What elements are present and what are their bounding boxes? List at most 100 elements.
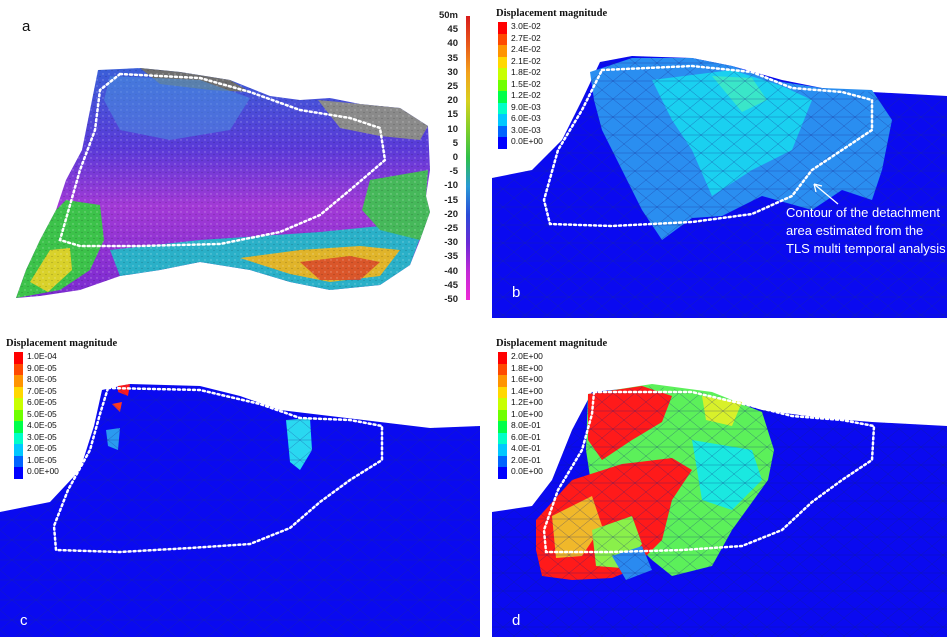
legend-swatch xyxy=(498,56,507,68)
legend-swatch xyxy=(498,45,507,57)
legend-swatch xyxy=(498,398,507,410)
legend-swatch xyxy=(14,352,23,364)
scale-tick-label: -25 xyxy=(444,223,458,234)
legend-swatch xyxy=(498,137,507,149)
panel-letter-c: c xyxy=(20,612,28,629)
legend-title-c: Displacement magnitude xyxy=(6,338,118,349)
fem-mesh-d xyxy=(492,330,947,637)
panel-b-displacement: Displacement magnitude 3.0E-02 2.7E-02 2.4… xyxy=(492,0,947,318)
legend-label: 2.4E-02 xyxy=(511,44,541,54)
legend-label: 3.0E-02 xyxy=(511,21,541,31)
legend-swatch xyxy=(498,352,507,364)
legend-swatch xyxy=(498,68,507,80)
scale-tick-label: 50m xyxy=(438,10,458,21)
legend-swatch xyxy=(498,102,507,114)
fem-mesh-c xyxy=(0,330,480,637)
legend-label: 4.0E-01 xyxy=(511,443,541,453)
scale-tick-label: -45 xyxy=(444,279,458,291)
panel-d-displacement: Displacement magnitude 2.0E+00 1.8E+00 1.6… xyxy=(492,330,947,637)
legend-swatch xyxy=(14,363,23,375)
legend-label: 8.0E-01 xyxy=(511,420,541,430)
legend-swatch xyxy=(498,409,507,421)
scale-tick-label: 35 xyxy=(447,52,458,64)
scale-tick-label: 0 xyxy=(452,152,458,163)
legend-label: 2.0E+00 xyxy=(511,351,543,361)
legend-label: 5.0E-05 xyxy=(27,408,57,419)
upper-blue-zone xyxy=(104,76,250,140)
scale-tick-label: -30 xyxy=(444,237,458,249)
legend-swatch xyxy=(14,398,23,410)
detachment-contour-a xyxy=(58,72,387,248)
legend-label: 1.6E+00 xyxy=(511,374,543,384)
scale-tick-label: 40 xyxy=(447,38,458,50)
legend-label: 8.0E-05 xyxy=(27,374,57,384)
legend-label: 2.0E-05 xyxy=(27,443,57,453)
detachment-contour-b xyxy=(542,64,874,228)
panel-letter-b: b xyxy=(512,284,521,301)
legend-swatch xyxy=(14,386,23,398)
legend-swatch xyxy=(498,455,507,467)
detachment-contour-c xyxy=(52,386,384,554)
scale-tick-label: -40 xyxy=(444,265,458,277)
legend-label: 1.8E-02 xyxy=(511,67,541,77)
legend-label: 9.0E-05 xyxy=(27,362,57,373)
legend-swatch xyxy=(14,421,23,433)
legend-swatch xyxy=(14,409,23,421)
legend-label: 4.0E-05 xyxy=(27,420,57,430)
legend-label: 6.0E-03 xyxy=(511,113,541,123)
scale-tick-label: 25 xyxy=(447,81,458,92)
scale-tick-label: -20 xyxy=(444,208,458,220)
legend-swatch xyxy=(498,22,507,34)
legend-label: 3.0E-03 xyxy=(511,124,541,135)
legend-swatch xyxy=(498,467,507,479)
scale-tick-label: 20 xyxy=(447,95,458,107)
legend-label: 6.0E-01 xyxy=(511,431,541,442)
legend-title-d: Displacement magnitude xyxy=(496,338,608,349)
legend-label: 0.0E+00 xyxy=(511,136,543,146)
fem-mesh-b xyxy=(492,0,947,318)
scale-tick-label: -5 xyxy=(449,166,458,178)
scale-tick-label: 5 xyxy=(452,137,458,149)
legend-label: 6.0E-05 xyxy=(27,397,57,407)
legend-swatch xyxy=(498,421,507,433)
legend-title-b: Displacement magnitude xyxy=(496,8,608,19)
legend-label: 1.0E+00 xyxy=(511,408,543,419)
legend-label: 2.7E-02 xyxy=(511,32,541,43)
legend-swatch xyxy=(498,91,507,103)
legend-label: 1.2E+00 xyxy=(511,397,543,407)
scale-tick-label: -35 xyxy=(444,251,458,263)
annotation-arrow xyxy=(813,183,839,205)
panel-a-point-cloud: a 50m 45 40 35 30 25 20 15 10 5 0 -5 -10 -15 -20 -25 -30… xyxy=(0,0,480,318)
panel-letter-a: a xyxy=(22,18,31,35)
legend-label: 0.0E+00 xyxy=(27,466,59,476)
legend-label: 9.0E-03 xyxy=(511,101,541,112)
scale-color-bar xyxy=(466,16,470,300)
legend-label: 7.0E-05 xyxy=(27,385,57,396)
legend-swatch xyxy=(498,375,507,387)
legend-swatch xyxy=(498,125,507,137)
scale-tick-label: -50 xyxy=(444,294,458,305)
legend-swatch xyxy=(498,114,507,126)
legend-swatch xyxy=(14,444,23,456)
legend-label: 1.0E-04 xyxy=(27,351,57,361)
panel-c-displacement: Displacement magnitude 1.0E-04 9.0E-05 8.0… xyxy=(0,330,480,637)
contour-annotation: Contour of the detachment area estimated… xyxy=(786,205,946,256)
scale-tick-label: -10 xyxy=(444,180,458,192)
scale-tick-label: 45 xyxy=(447,24,458,36)
legend-swatch xyxy=(498,444,507,456)
detachment-contour-d xyxy=(542,390,876,554)
point-cloud-map xyxy=(16,68,430,298)
scale-tick-label: 10 xyxy=(447,123,458,135)
legend-swatch xyxy=(14,455,23,467)
legend-swatch xyxy=(14,432,23,444)
legend-swatch xyxy=(498,33,507,45)
elevation-difference-scale: 50m 45 40 35 30 25 20 15 10 5 0 -5 -10 -15 -20 -25 -30 -3… xyxy=(420,10,480,312)
legend-label: 2.0E-01 xyxy=(511,454,541,465)
legend-label: 1.8E+00 xyxy=(511,362,543,373)
scale-tick-label: 15 xyxy=(447,109,458,121)
scale-tick-label: -15 xyxy=(444,194,458,206)
legend-label: 3.0E-05 xyxy=(27,431,57,442)
legend-label: 1.2E-02 xyxy=(511,90,541,100)
legend-swatch xyxy=(498,386,507,398)
legend-swatch xyxy=(498,432,507,444)
